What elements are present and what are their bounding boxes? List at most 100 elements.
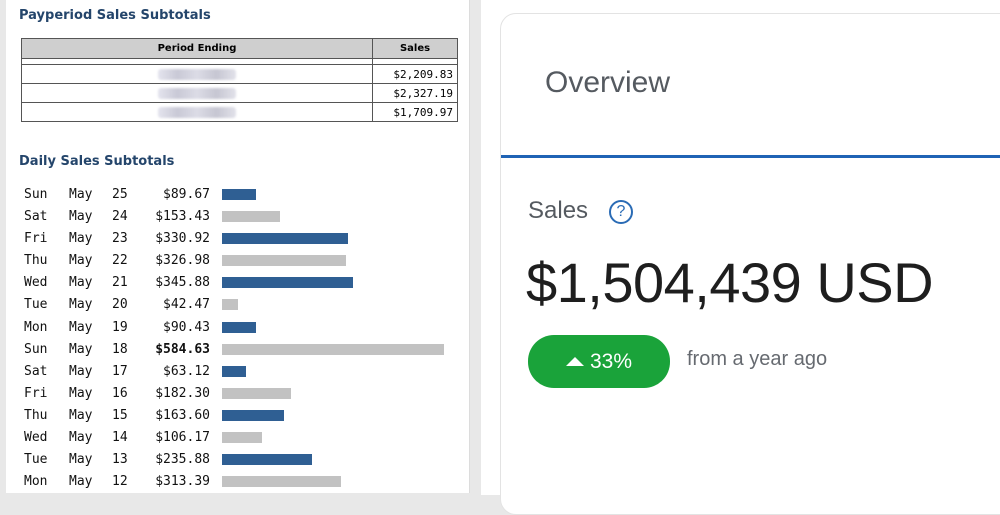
sales-bar — [222, 233, 348, 245]
comparison-text: from a year ago — [687, 348, 828, 370]
overview-panel: Overview Sales ? $1,504,439 USD 33% from… — [481, 0, 1000, 515]
month-label: May — [69, 187, 93, 202]
list-item: Wed May 21 $345.88 — [24, 272, 464, 294]
sales-bar — [222, 321, 256, 333]
amount-label: $584.63 — [155, 341, 210, 357]
change-badge: 33% — [528, 335, 670, 388]
day-label: Thu — [24, 407, 48, 423]
date-label: 21 — [112, 275, 128, 291]
sales-header: Sales — [372, 38, 458, 59]
day-label: Sun — [24, 187, 48, 202]
month-label: May — [69, 319, 93, 335]
amount-label: $345.88 — [155, 275, 210, 291]
list-item: Sat May 17 $63.12 — [24, 361, 464, 383]
sales-bar — [222, 454, 312, 466]
day-label: Thu — [24, 253, 48, 269]
daily-title: Daily Sales Subtotals — [19, 154, 175, 169]
change-percent: 33% — [589, 349, 633, 373]
amount-label: $153.43 — [155, 209, 210, 225]
day-label: Fri — [24, 231, 48, 247]
day-label: Wed — [24, 275, 48, 291]
sales-bar — [222, 189, 256, 200]
month-label: May — [69, 430, 93, 446]
list-item: Tue May 13 $235.88 — [24, 449, 464, 471]
amount-label: $326.98 — [155, 253, 210, 269]
amount-label: $90.43 — [163, 319, 210, 335]
arrow-up-icon — [565, 357, 584, 366]
daily-sales-list: Sun May 25 $89.67 Sat May 24 $153.43 Fri May 23 $33… — [24, 184, 464, 493]
day-label: Sat — [24, 363, 48, 379]
day-label: Wed — [24, 430, 48, 446]
table-row: $1,709.97 — [21, 102, 458, 122]
sales-bar — [222, 211, 280, 223]
period-date-redacted — [21, 64, 373, 84]
month-label: May — [69, 452, 93, 468]
date-label: 23 — [112, 231, 128, 247]
overview-title: Overview — [545, 66, 671, 99]
month-label: May — [69, 231, 93, 247]
date-label: 19 — [112, 319, 128, 335]
day-label: Mon — [24, 474, 48, 490]
amount-label: $63.12 — [163, 363, 210, 379]
day-label: Sun — [24, 341, 48, 357]
payperiod-table: Period Ending Sales $2,209.83 $2,327.19 … — [21, 38, 458, 122]
amount-label: $163.60 — [155, 407, 210, 423]
list-item: Thu May 22 $326.98 — [24, 250, 464, 272]
sales-bar — [222, 343, 444, 355]
list-item: Fri May 16 $182.30 — [24, 383, 464, 405]
sales-bar — [222, 387, 291, 399]
sales-bar — [222, 409, 284, 421]
day-label: Tue — [24, 452, 48, 468]
date-label: 25 — [112, 187, 128, 202]
table-row: $2,209.83 — [21, 64, 458, 84]
period-sales: $2,327.19 — [372, 83, 458, 103]
day-label: Mon — [24, 319, 48, 335]
date-label: 18 — [112, 341, 128, 357]
month-label: May — [69, 474, 93, 490]
list-item: Wed May 14 $106.17 — [24, 427, 464, 449]
help-icon[interactable]: ? — [609, 200, 633, 224]
month-label: May — [69, 407, 93, 423]
period-date-redacted — [21, 83, 373, 103]
overview-card — [500, 13, 1000, 515]
date-label: 13 — [112, 452, 128, 468]
date-label: 22 — [112, 253, 128, 269]
list-item: Sun May 18 $584.63 — [24, 339, 464, 361]
overview-divider — [501, 155, 1000, 158]
month-label: May — [69, 275, 93, 291]
amount-label: $89.67 — [163, 187, 210, 202]
payperiod-title: Payperiod Sales Subtotals — [19, 8, 211, 23]
period-sales: $2,209.83 — [372, 64, 458, 84]
list-item: Sun May 25 $89.67 — [24, 184, 464, 206]
sales-subtotals-panel: Payperiod Sales Subtotals Period Ending … — [6, 0, 470, 493]
sales-bar — [222, 299, 238, 311]
date-label: 24 — [112, 209, 128, 225]
period-ending-header: Period Ending — [21, 38, 373, 59]
day-label: Sat — [24, 209, 48, 225]
amount-label: $330.92 — [155, 231, 210, 247]
period-date-redacted — [21, 102, 373, 122]
sales-bar — [222, 277, 353, 289]
amount-label: $235.88 — [155, 452, 210, 468]
period-sales: $1,709.97 — [372, 102, 458, 122]
amount-label: $42.47 — [163, 297, 210, 313]
date-label: 15 — [112, 407, 128, 423]
date-label: 12 — [112, 474, 128, 490]
list-item: Mon May 19 $90.43 — [24, 317, 464, 339]
list-item: Mon May 12 $313.39 — [24, 471, 464, 493]
sales-bar — [222, 365, 246, 377]
sales-bar — [222, 255, 346, 267]
table-row: $2,327.19 — [21, 83, 458, 103]
date-label: 20 — [112, 297, 128, 313]
month-label: May — [69, 209, 93, 225]
day-label: Fri — [24, 385, 48, 401]
sales-bar — [222, 476, 341, 488]
month-label: May — [69, 363, 93, 379]
list-item: Sat May 24 $153.43 — [24, 206, 464, 228]
list-item: Fri May 23 $330.92 — [24, 228, 464, 250]
sales-label: Sales — [528, 197, 589, 224]
day-label: Tue — [24, 297, 48, 313]
amount-label: $313.39 — [155, 474, 210, 490]
month-label: May — [69, 385, 93, 401]
date-label: 17 — [112, 363, 128, 379]
